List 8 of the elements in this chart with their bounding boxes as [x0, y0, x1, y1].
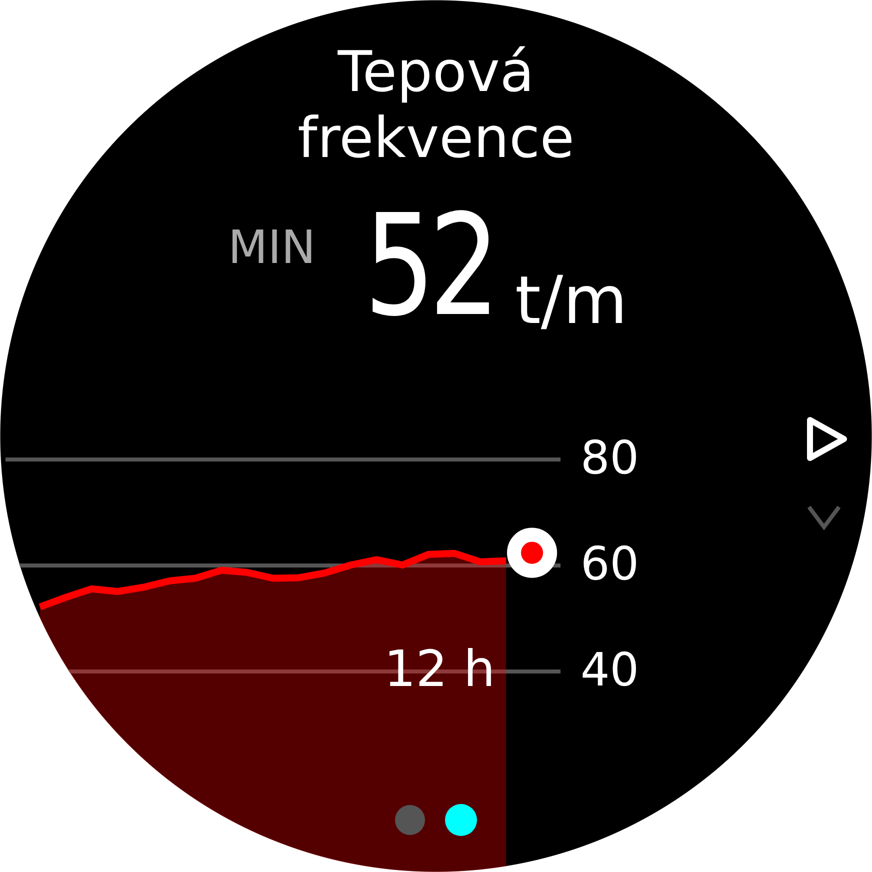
annotation: 12 h	[383, 640, 496, 698]
y-tick-label: 60	[580, 536, 640, 590]
text: t/m	[515, 262, 628, 339]
chart-title: Tepová frekvence	[296, 40, 576, 172]
text: MIN	[228, 220, 316, 274]
y-tick-label: 80	[580, 430, 640, 484]
text: 52	[364, 185, 494, 348]
y-tick-label: 40	[580, 642, 640, 696]
